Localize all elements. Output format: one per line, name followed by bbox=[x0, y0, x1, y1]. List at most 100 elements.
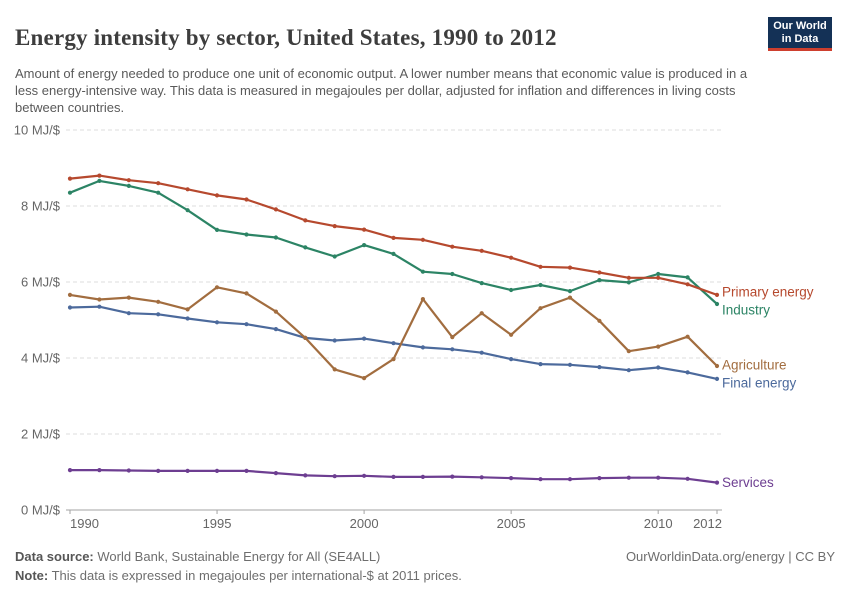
data-point-final-energy-2011[interactable] bbox=[685, 370, 690, 375]
data-point-services-1992[interactable] bbox=[126, 468, 131, 473]
data-point-agriculture-1998[interactable] bbox=[303, 335, 308, 340]
data-point-industry-1997[interactable] bbox=[273, 235, 278, 240]
data-point-primary-energy-1995[interactable] bbox=[214, 193, 220, 198]
data-point-industry-2001[interactable] bbox=[391, 251, 396, 256]
data-point-primary-energy-1999[interactable] bbox=[332, 224, 337, 229]
data-point-industry-1992[interactable] bbox=[126, 183, 131, 188]
data-point-industry-2011[interactable] bbox=[685, 275, 690, 280]
data-point-final-energy-2002[interactable] bbox=[420, 345, 425, 350]
data-point-services-2007[interactable] bbox=[567, 477, 573, 482]
data-point-primary-energy-1990[interactable] bbox=[67, 176, 73, 181]
data-point-primary-energy-2003[interactable] bbox=[450, 244, 455, 249]
data-point-primary-energy-1991[interactable] bbox=[97, 173, 102, 178]
data-point-final-energy-2004[interactable] bbox=[479, 350, 484, 355]
data-point-industry-1993[interactable] bbox=[156, 190, 161, 195]
data-point-industry-2012[interactable] bbox=[714, 301, 720, 307]
data-point-final-energy-1999[interactable] bbox=[332, 338, 337, 343]
data-point-services-1998[interactable] bbox=[303, 473, 308, 478]
data-point-final-energy-2007[interactable] bbox=[567, 362, 573, 367]
data-point-services-2000[interactable] bbox=[362, 473, 367, 478]
data-point-agriculture-1991[interactable] bbox=[97, 297, 102, 302]
data-point-agriculture-2011[interactable] bbox=[685, 334, 690, 339]
data-point-agriculture-2010[interactable] bbox=[656, 344, 661, 349]
data-point-agriculture-1992[interactable] bbox=[126, 295, 131, 300]
data-point-primary-energy-2007[interactable] bbox=[567, 265, 573, 270]
owid-credit-link[interactable]: OurWorldinData.org/energy | CC BY bbox=[625, 549, 835, 564]
data-point-agriculture-1995[interactable] bbox=[214, 285, 220, 290]
data-point-services-1995[interactable] bbox=[214, 468, 220, 473]
data-point-services-2006[interactable] bbox=[538, 477, 543, 482]
series-primary-energy[interactable] bbox=[67, 173, 720, 298]
data-point-primary-energy-2010[interactable] bbox=[656, 275, 661, 280]
data-point-final-energy-2001[interactable] bbox=[391, 341, 396, 346]
data-point-final-energy-2012[interactable] bbox=[714, 376, 720, 381]
data-point-services-2011[interactable] bbox=[685, 476, 690, 481]
data-point-services-1999[interactable] bbox=[332, 474, 337, 479]
data-point-primary-energy-2011[interactable] bbox=[685, 282, 690, 287]
data-point-primary-energy-1993[interactable] bbox=[156, 181, 161, 186]
data-point-agriculture-1997[interactable] bbox=[273, 309, 278, 314]
data-point-final-energy-1992[interactable] bbox=[126, 311, 131, 316]
data-point-industry-2004[interactable] bbox=[479, 281, 484, 286]
data-point-primary-energy-2005[interactable] bbox=[509, 255, 514, 260]
series-label-primary-energy[interactable]: Primary energy bbox=[722, 284, 814, 299]
data-point-industry-2002[interactable] bbox=[420, 269, 425, 274]
data-point-final-energy-2003[interactable] bbox=[450, 347, 455, 352]
data-point-agriculture-2003[interactable] bbox=[450, 335, 455, 340]
data-point-industry-1995[interactable] bbox=[214, 227, 220, 232]
data-point-agriculture-1993[interactable] bbox=[156, 299, 161, 304]
data-point-final-energy-2010[interactable] bbox=[656, 365, 661, 370]
data-point-industry-1996[interactable] bbox=[244, 232, 249, 237]
data-point-services-1996[interactable] bbox=[244, 468, 249, 473]
data-point-final-energy-2005[interactable] bbox=[509, 357, 514, 362]
data-point-primary-energy-2002[interactable] bbox=[420, 237, 425, 242]
data-point-services-1991[interactable] bbox=[97, 468, 102, 473]
data-point-agriculture-2005[interactable] bbox=[509, 332, 514, 337]
data-point-industry-1998[interactable] bbox=[303, 245, 308, 250]
data-point-services-1990[interactable] bbox=[67, 468, 73, 473]
data-point-primary-energy-2004[interactable] bbox=[479, 248, 484, 253]
data-point-industry-2009[interactable] bbox=[626, 280, 631, 285]
owid-logo[interactable]: Our World in Data bbox=[768, 17, 832, 51]
data-point-primary-energy-2012[interactable] bbox=[714, 292, 720, 297]
data-point-industry-2008[interactable] bbox=[597, 278, 602, 283]
data-point-final-energy-1996[interactable] bbox=[244, 322, 249, 327]
data-point-primary-energy-2009[interactable] bbox=[626, 275, 631, 280]
data-point-final-energy-2009[interactable] bbox=[626, 368, 631, 373]
series-line-primary-energy[interactable] bbox=[69, 174, 718, 296]
data-point-primary-energy-2001[interactable] bbox=[391, 235, 396, 240]
series-services[interactable] bbox=[67, 468, 720, 485]
data-point-final-energy-1990[interactable] bbox=[67, 305, 73, 310]
data-point-agriculture-1996[interactable] bbox=[244, 291, 249, 296]
data-point-services-2005[interactable] bbox=[509, 476, 514, 481]
data-point-agriculture-2008[interactable] bbox=[597, 318, 602, 323]
series-label-agriculture[interactable]: Agriculture bbox=[722, 358, 787, 373]
data-point-agriculture-2001[interactable] bbox=[391, 357, 396, 362]
data-point-final-energy-2008[interactable] bbox=[597, 365, 602, 370]
data-point-final-energy-2000[interactable] bbox=[362, 336, 367, 341]
data-point-industry-1991[interactable] bbox=[97, 178, 102, 183]
series-label-final-energy[interactable]: Final energy bbox=[722, 375, 797, 390]
data-point-primary-energy-1992[interactable] bbox=[126, 178, 131, 183]
data-point-industry-2005[interactable] bbox=[509, 287, 514, 293]
data-point-services-1993[interactable] bbox=[156, 468, 161, 473]
data-point-services-2003[interactable] bbox=[450, 474, 455, 479]
data-point-agriculture-2012[interactable] bbox=[714, 363, 720, 369]
data-point-industry-2003[interactable] bbox=[450, 271, 455, 277]
data-point-industry-1994[interactable] bbox=[185, 208, 190, 213]
data-point-primary-energy-1998[interactable] bbox=[303, 218, 308, 223]
data-point-final-energy-1993[interactable] bbox=[156, 312, 161, 317]
data-point-industry-2000[interactable] bbox=[362, 243, 367, 248]
data-point-agriculture-2007[interactable] bbox=[567, 295, 573, 300]
data-point-industry-1990[interactable] bbox=[67, 190, 73, 195]
series-label-services[interactable]: Services bbox=[722, 475, 774, 490]
data-point-primary-energy-2006[interactable] bbox=[538, 264, 543, 269]
data-point-services-1994[interactable] bbox=[185, 468, 190, 473]
data-point-primary-energy-2008[interactable] bbox=[597, 270, 602, 275]
data-point-agriculture-2002[interactable] bbox=[420, 297, 425, 302]
data-point-primary-energy-1997[interactable] bbox=[273, 207, 278, 212]
data-point-agriculture-1990[interactable] bbox=[67, 292, 73, 297]
data-point-final-energy-1997[interactable] bbox=[273, 327, 278, 332]
data-point-services-2008[interactable] bbox=[597, 476, 602, 481]
data-point-agriculture-2009[interactable] bbox=[626, 349, 631, 354]
